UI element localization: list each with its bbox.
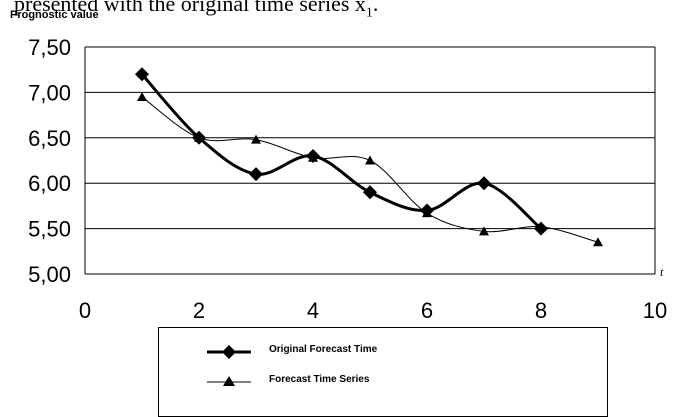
caption-fragment: presented with the original time series … bbox=[14, 0, 379, 21]
y-tick-label: 6,00 bbox=[28, 171, 71, 196]
data-point-diamond bbox=[420, 203, 434, 218]
legend: Original Forecast Time Forecast Time Ser… bbox=[158, 327, 608, 417]
data-point-triangle bbox=[251, 134, 261, 144]
y-axis-label: Prognostic value bbox=[10, 9, 99, 21]
x-tick-label: 0 bbox=[79, 298, 91, 323]
data-point-diamond bbox=[249, 167, 263, 182]
data-point-diamond bbox=[477, 176, 491, 191]
data-point-diamond bbox=[192, 130, 206, 145]
legend-swatch-diamond bbox=[207, 345, 251, 359]
legend-item-forecast: Forecast Time Series bbox=[159, 372, 607, 392]
y-tick-label: 7,50 bbox=[28, 35, 71, 60]
axes bbox=[84, 47, 656, 275]
series-line-1 bbox=[141, 96, 599, 243]
data-point-diamond bbox=[534, 221, 548, 236]
data-point-triangle bbox=[593, 237, 603, 247]
x-tick-label: 4 bbox=[307, 298, 319, 323]
data-point-diamond bbox=[135, 67, 149, 82]
legend-label-forecast: Forecast Time Series bbox=[269, 374, 370, 385]
y-tick-label: 6,50 bbox=[28, 126, 71, 151]
y-tick-label: 5,00 bbox=[28, 262, 71, 287]
x-tick-labels: 0 2 4 6 8 10 bbox=[79, 298, 667, 323]
data-point-diamond bbox=[363, 185, 377, 200]
data-point-triangle bbox=[365, 155, 375, 165]
series-lines bbox=[135, 67, 603, 247]
legend-swatch-triangle bbox=[207, 376, 251, 386]
y-tick-labels: 7,50 7,00 6,50 6,00 5,50 5,00 bbox=[28, 35, 71, 287]
y-tick-label: 7,00 bbox=[28, 80, 71, 105]
x-axis-label: t bbox=[660, 265, 664, 279]
data-point-triangle bbox=[137, 91, 147, 101]
legend-item-original: Original Forecast Time bbox=[159, 342, 607, 362]
x-tick-label: 2 bbox=[193, 298, 205, 323]
x-tick-label: 6 bbox=[421, 298, 433, 323]
line-chart: 7,50 7,00 6,50 6,00 5,50 5,00 0 2 4 6 8 10 t bbox=[28, 35, 667, 323]
x-tick-label: 10 bbox=[643, 298, 667, 323]
data-point-triangle bbox=[479, 226, 489, 236]
y-tick-label: 5,50 bbox=[28, 217, 71, 242]
legend-label-original: Original Forecast Time bbox=[269, 344, 378, 355]
x-tick-label: 8 bbox=[535, 298, 547, 323]
data-point-diamond bbox=[306, 148, 320, 163]
series-line-0 bbox=[140, 73, 542, 230]
